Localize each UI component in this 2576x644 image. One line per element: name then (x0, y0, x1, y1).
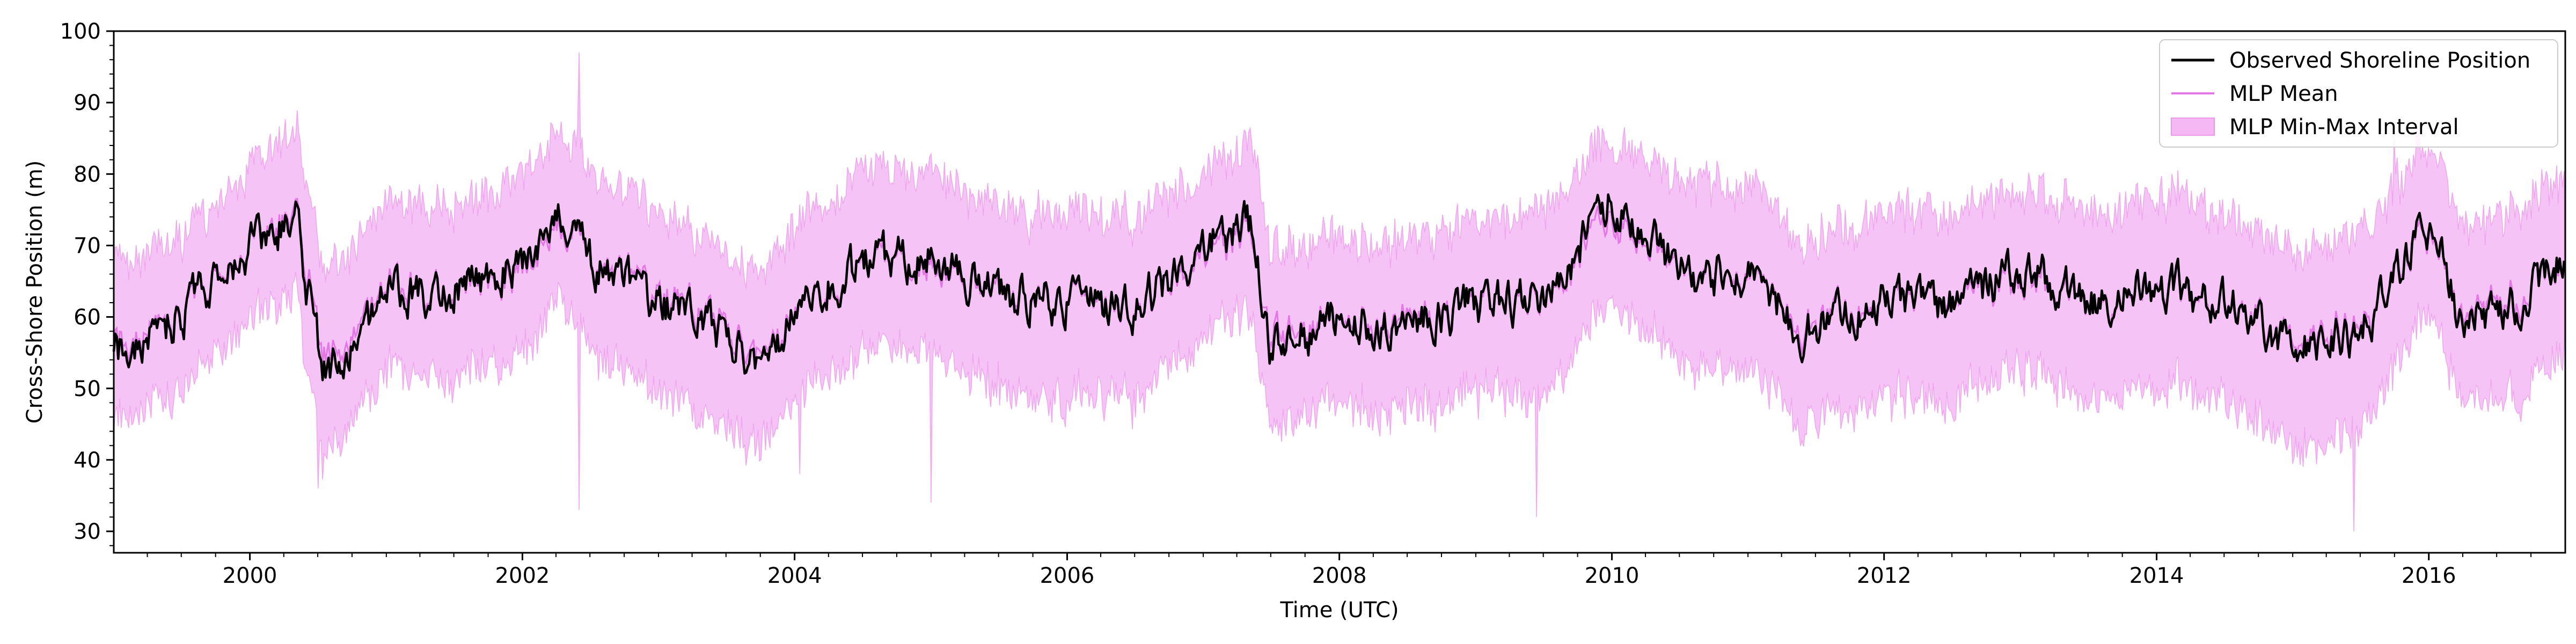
y-tick-label: 60 (74, 305, 101, 330)
y-axis-label: Cross-Shore Position (m) (23, 160, 47, 424)
x-axis: 2000 2002 2004 2006 2008 2010 2012 2014 2016 (147, 553, 2532, 588)
y-tick-label: 40 (74, 448, 101, 473)
x-tick-label: 2002 (495, 564, 550, 588)
y-axis: 30 40 50 60 70 80 90 100 (60, 19, 114, 546)
y-tick-label: 70 (74, 233, 101, 258)
legend-swatch-band (2171, 118, 2215, 136)
x-tick-label: 2012 (1857, 564, 1912, 588)
legend-frame (2159, 39, 2558, 148)
x-axis-label: Time (UTC) (1279, 598, 1399, 623)
series-minmax-band (113, 52, 2565, 532)
legend-label: Observed Shoreline Position (2229, 48, 2530, 73)
x-tick-label: 2004 (767, 564, 822, 588)
y-tick-label: 90 (74, 91, 101, 115)
legend-label: MLP Mean (2229, 82, 2338, 106)
x-tick-label: 2000 (223, 564, 277, 588)
x-tick-label: 2006 (1040, 564, 1095, 588)
y-tick-label: 100 (60, 19, 101, 44)
legend-label: MLP Min-Max Interval (2229, 115, 2459, 140)
plot-area (112, 52, 2566, 532)
x-tick-label: 2010 (1585, 564, 1640, 588)
x-tick-label: 2014 (2129, 564, 2184, 588)
y-tick-label: 30 (74, 519, 101, 544)
x-tick-label: 2016 (2402, 564, 2456, 588)
y-tick-label: 50 (74, 377, 101, 401)
x-tick-label: 2008 (1312, 564, 1367, 588)
series-observed-line (112, 193, 2566, 382)
y-tick-label: 80 (74, 162, 101, 187)
legend: Observed Shoreline Position MLP Mean MLP M… (2159, 39, 2558, 148)
